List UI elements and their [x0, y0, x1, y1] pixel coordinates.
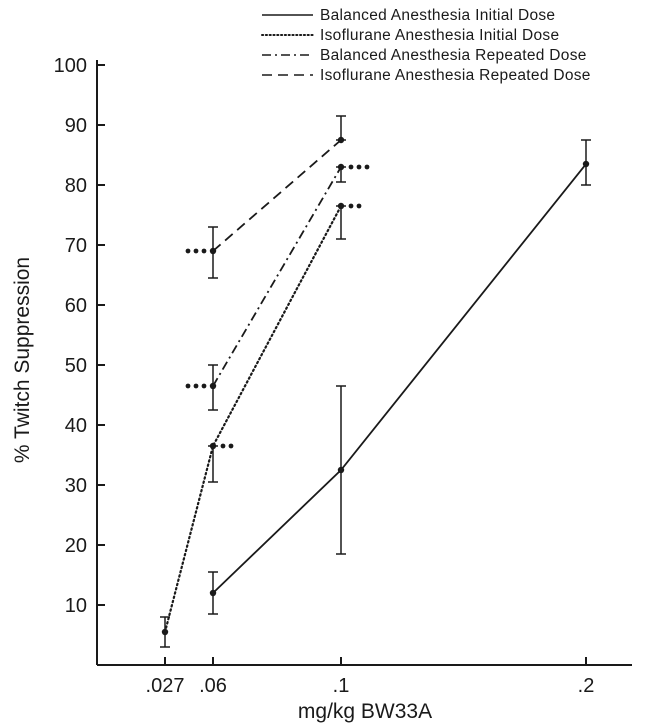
significance-markers: [185, 164, 370, 449]
significance-marker: [348, 203, 362, 209]
y-tick-label: 40: [65, 415, 87, 437]
significance-dot: [228, 443, 234, 449]
data-point: [337, 466, 345, 474]
data-point: [337, 163, 345, 171]
ticks: 10 20 30 40 50 60 70 80 90 100 .027 .06 .1 .2: [54, 55, 595, 697]
data-point: [582, 160, 590, 168]
y-tick-label: 50: [65, 355, 87, 377]
significance-dot: [185, 383, 191, 389]
series-line-2: [212, 166, 342, 387]
significance-dot: [201, 383, 207, 389]
legend-label: Balanced Anesthesia Initial Dose: [320, 7, 555, 24]
significance-dot: [348, 164, 354, 170]
data-point: [209, 382, 217, 390]
series-line-0: [212, 163, 587, 594]
legend-label: Isoflurane Anesthesia Initial Dose: [320, 27, 559, 44]
significance-dot: [201, 248, 207, 254]
significance-dot: [364, 164, 370, 170]
significance-dot: [356, 164, 362, 170]
x-axis-title: mg/kg BW33A: [298, 700, 432, 723]
y-tick-label: 20: [65, 535, 87, 557]
significance-dot: [356, 203, 362, 209]
significance-dot: [185, 248, 191, 254]
data-point: [337, 136, 345, 144]
significance-dot: [193, 383, 199, 389]
significance-marker: [348, 164, 370, 170]
error-bars: [160, 115, 591, 648]
data-point: [209, 247, 217, 255]
y-tick-label: 100: [54, 55, 87, 77]
significance-marker: [185, 248, 207, 254]
significance-dot: [220, 443, 226, 449]
significance-marker: [185, 383, 207, 389]
significance-dot: [348, 203, 354, 209]
y-tick-label: 80: [65, 175, 87, 197]
y-axis-title: % Twitch Suppression: [11, 257, 34, 463]
data-point: [209, 442, 217, 450]
data-point: [161, 628, 169, 636]
y-tick-label: 30: [65, 475, 87, 497]
x-tick-label: .1: [333, 675, 350, 697]
y-tick-label: 90: [65, 115, 87, 137]
x-tick-label: .2: [578, 675, 595, 697]
y-tick-label: 60: [65, 295, 87, 317]
series-layer: [163, 139, 587, 634]
significance-dot: [193, 248, 199, 254]
series-line-1: [163, 204, 343, 634]
series-line-3: [212, 139, 342, 252]
axes: [96, 60, 632, 666]
x-tick-label: .06: [199, 675, 227, 697]
significance-marker: [220, 443, 234, 449]
data-points: [161, 136, 590, 636]
legend: Balanced Anesthesia Initial Dose Isoflura…: [261, 7, 591, 84]
y-tick-label: 70: [65, 235, 87, 257]
legend-label: Isoflurane Anesthesia Repeated Dose: [320, 67, 591, 84]
x-tick-label: .027: [146, 675, 185, 697]
data-point: [337, 202, 345, 210]
legend-label: Balanced Anesthesia Repeated Dose: [320, 47, 587, 64]
y-tick-label: 10: [65, 595, 87, 617]
data-point: [209, 589, 217, 597]
